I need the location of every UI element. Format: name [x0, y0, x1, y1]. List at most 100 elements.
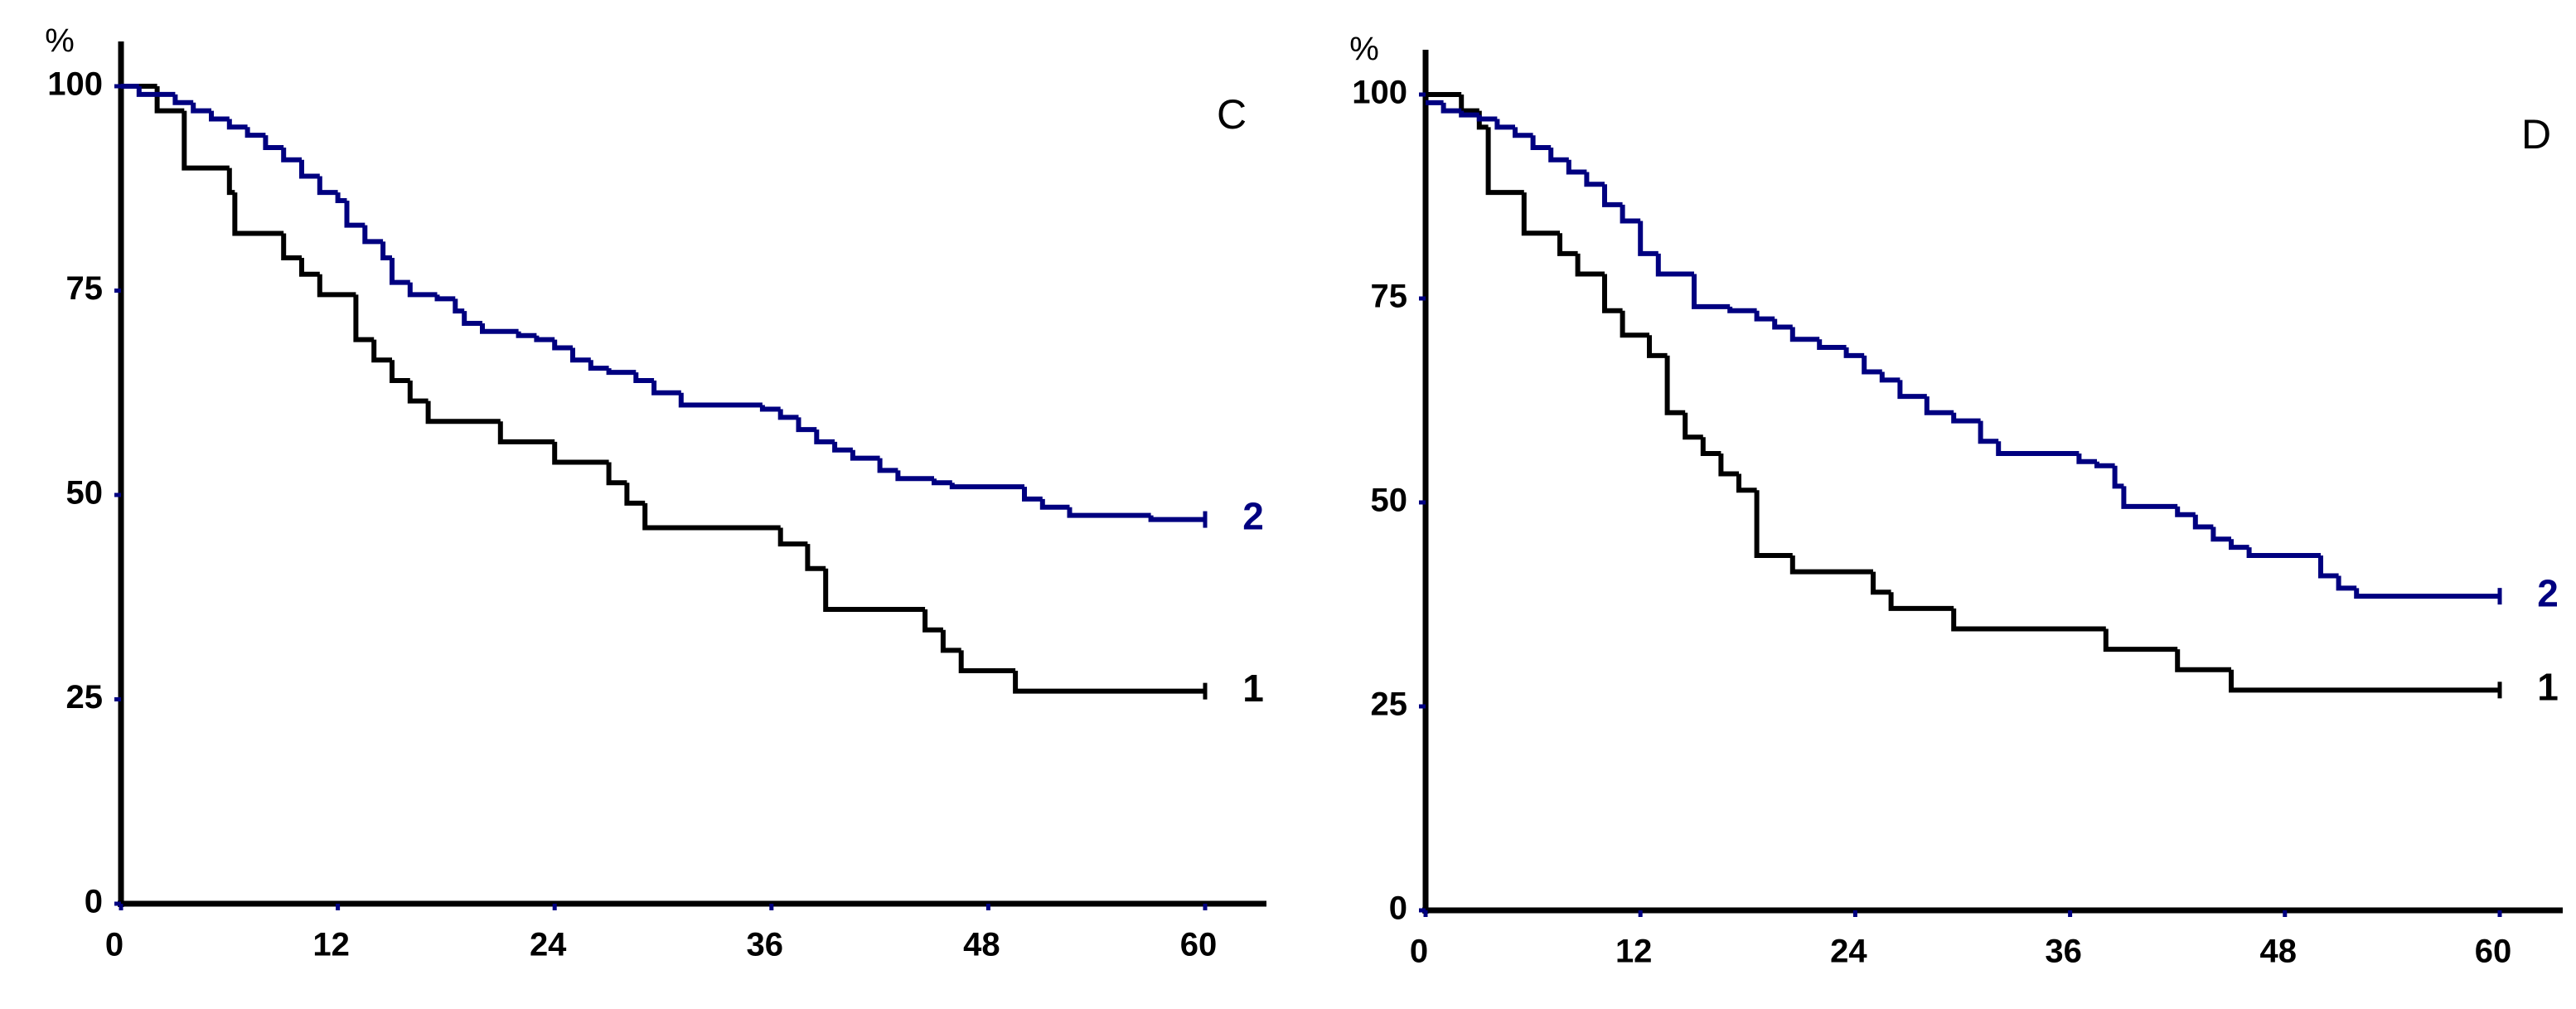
survival-step	[299, 159, 320, 179]
survival-step	[232, 192, 284, 236]
y-tick-label: 0	[85, 884, 103, 920]
panel-label: C	[1217, 91, 1247, 138]
survival-step	[136, 86, 176, 97]
survival-step	[172, 94, 194, 105]
survival-step	[1441, 102, 1462, 114]
survival-step	[1584, 172, 1605, 187]
survival-step	[588, 360, 609, 371]
survival-step	[2103, 628, 2178, 652]
survival-step	[1148, 515, 1205, 522]
survival-step	[1924, 396, 1954, 415]
survival-step	[209, 110, 230, 122]
survival-step	[362, 225, 384, 245]
y-axis-label: %	[45, 23, 75, 60]
survival-step	[1638, 221, 1658, 256]
x-tick-label: 24	[530, 927, 567, 963]
x-tick-label: 36	[2045, 934, 2082, 970]
survival-step	[1459, 110, 1479, 118]
survival-step	[497, 421, 555, 444]
survival-step	[1888, 592, 1954, 611]
x-tick-label: 12	[1615, 934, 1653, 970]
survival-step	[940, 629, 961, 653]
survival-step	[245, 127, 266, 138]
survival-step	[407, 282, 438, 298]
survival-step	[814, 429, 835, 444]
survival-step	[2354, 588, 2500, 599]
survival-step	[633, 372, 655, 383]
survival-step	[263, 135, 284, 150]
y-tick-label: 25	[66, 679, 104, 716]
survival-step	[299, 258, 320, 277]
survival-step	[1754, 490, 1793, 558]
survival-step	[1700, 437, 1721, 456]
survival-step	[1951, 608, 2106, 632]
survival-step	[317, 274, 356, 298]
y-tick-label: 75	[1371, 279, 1408, 315]
survival-step	[1897, 380, 1927, 400]
survival-step	[1513, 127, 1533, 138]
survival-step	[949, 483, 1024, 490]
survival-step	[1817, 339, 1847, 351]
survival-step	[1521, 192, 1560, 236]
series-label: 2	[1242, 495, 1264, 538]
survival-step	[832, 441, 853, 453]
survival-step	[1718, 453, 1739, 477]
survival-step	[480, 323, 519, 334]
survival-step	[2229, 539, 2249, 551]
survival-step	[932, 478, 952, 486]
survival-step	[1664, 355, 1686, 415]
survival-step	[1485, 127, 1524, 196]
survival-step	[1996, 441, 2080, 456]
survival-step	[1039, 498, 1070, 510]
survival-step	[1727, 306, 1757, 313]
survival-step	[823, 568, 926, 613]
survival-step	[678, 392, 763, 408]
survival-step	[1548, 147, 1569, 163]
survival-step	[2094, 461, 2115, 468]
survival-step	[1602, 274, 1623, 313]
survival-step	[1620, 310, 1649, 338]
x-tick-label: 12	[312, 927, 350, 963]
survival-step	[390, 258, 410, 285]
survival-step	[651, 380, 681, 395]
survival-step	[2192, 514, 2214, 530]
survival-step	[226, 119, 248, 130]
survival-step	[1566, 159, 1587, 175]
survival-step	[380, 241, 392, 261]
survival-step	[1655, 253, 1694, 277]
survival-step	[1013, 670, 1205, 694]
survival-step	[317, 176, 338, 196]
survival-step	[1879, 371, 1901, 383]
x-tick-label: 0	[1410, 934, 1428, 970]
survival-step	[390, 360, 410, 383]
survival-step	[877, 458, 898, 473]
survival-step	[777, 409, 799, 420]
survival-step	[2175, 649, 2231, 672]
survival-step	[453, 298, 465, 314]
survival-step	[191, 102, 211, 114]
survival-step	[850, 449, 880, 461]
survival-step	[1951, 412, 1981, 424]
survival-step	[281, 147, 302, 163]
survival-step	[434, 294, 456, 302]
x-tick-label: 60	[1180, 927, 1218, 963]
survival-step	[624, 483, 646, 506]
survival-step	[516, 331, 537, 338]
survival-step	[1067, 507, 1151, 518]
survival-step	[1789, 327, 1820, 342]
survival-step	[1843, 347, 1865, 358]
survival-step	[2229, 669, 2500, 693]
survival-step	[2246, 547, 2321, 558]
survival-step	[1978, 420, 1999, 444]
x-tick-label: 0	[105, 927, 123, 963]
series-label: 1	[2537, 665, 2559, 708]
survival-step	[226, 167, 235, 196]
x-tick-label: 48	[2260, 934, 2298, 970]
survival-step	[353, 294, 375, 342]
survival-step	[534, 335, 555, 342]
survival-step	[1862, 355, 1882, 375]
survival-step	[1022, 487, 1043, 502]
x-tick-label: 36	[747, 927, 784, 963]
survival-step	[2318, 555, 2339, 579]
survival-step	[425, 400, 501, 424]
